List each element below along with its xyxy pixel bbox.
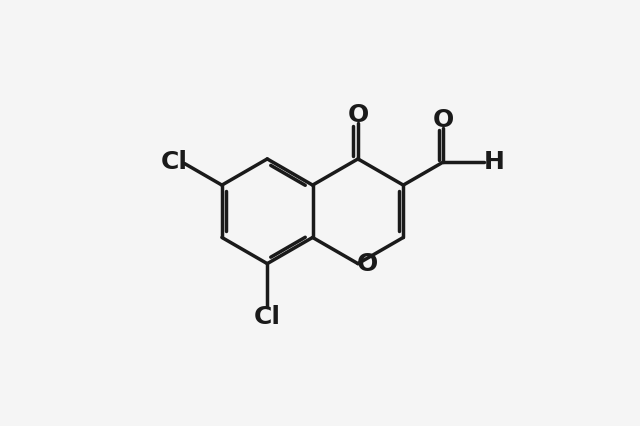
Text: H: H (484, 150, 504, 174)
Text: Cl: Cl (161, 150, 188, 174)
Text: O: O (433, 107, 454, 132)
Text: Cl: Cl (253, 305, 281, 328)
Text: O: O (356, 252, 378, 276)
Text: O: O (348, 103, 369, 127)
